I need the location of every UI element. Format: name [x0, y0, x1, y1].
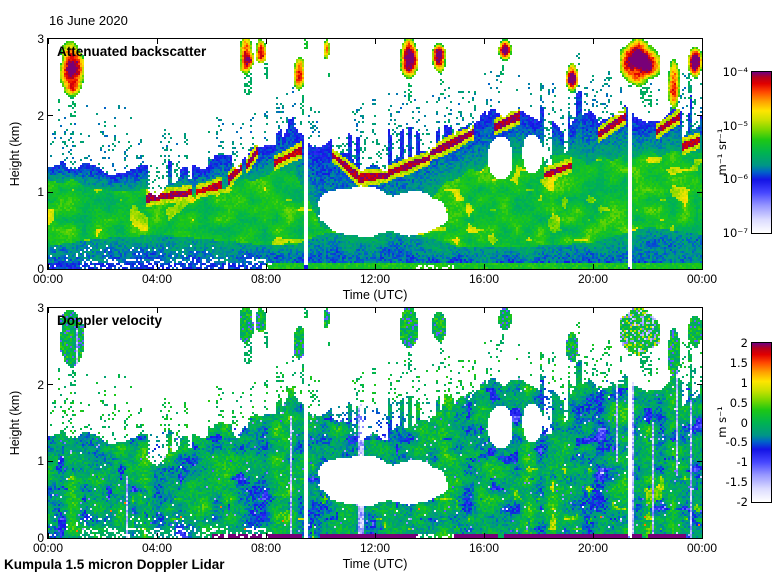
colorbar-tick-label: -1 [736, 455, 748, 470]
colorbar-tick-label: 10⁻⁶ [722, 172, 748, 187]
x-tick-label: 00:00 [686, 272, 718, 286]
colorbar-tick-label: 2 [740, 336, 748, 350]
x-axis-tick [156, 308, 158, 313]
colorbar-tick-label: 10⁻⁴ [722, 65, 748, 79]
x-axis-tick [592, 264, 594, 269]
x-axis-tick [483, 533, 485, 538]
x-axis-tick [374, 308, 376, 313]
x-axis-tick [701, 308, 703, 313]
y-tick-label: 2 [37, 377, 44, 392]
x-tick-label: 12:00 [359, 272, 391, 286]
y-axis-tick [48, 384, 53, 386]
x-axis-tick [156, 533, 158, 538]
x-axis-tick [701, 39, 703, 44]
velocity-panel: Doppler velocity [47, 307, 703, 539]
date-label: 16 June 2020 [49, 13, 128, 28]
colorbar-tick-label: 0 [740, 415, 748, 430]
x-tick-label: 12:00 [359, 541, 391, 555]
x-tick-label: 00:00 [32, 272, 64, 286]
colorbar-tick-label: -2 [736, 495, 748, 509]
backscatter-panel: Attenuated backscatter [47, 38, 703, 270]
y-tick-label: 3 [37, 32, 44, 46]
time-axis-label-top: Time (UTC) [342, 288, 408, 302]
y-axis-tick [697, 384, 702, 386]
x-axis-tick [47, 308, 49, 313]
y-tick-label: 3 [37, 301, 44, 315]
x-axis-tick [374, 533, 376, 538]
backscatter-panel-title: Attenuated backscatter [57, 44, 207, 59]
y-axis-tick [48, 115, 53, 117]
y-axis-tick [48, 460, 53, 462]
x-axis-tick [592, 39, 594, 44]
y-axis-tick [697, 460, 702, 462]
colorbar-tick-label: 10⁻⁵ [722, 118, 748, 133]
velocity-colorbar-gradient [752, 343, 771, 502]
colorbar-tick-label: 1.5 [729, 355, 748, 370]
x-tick-label: 04:00 [141, 272, 173, 286]
x-axis-tick [483, 39, 485, 44]
footer-instrument-label: Kumpula 1.5 micron Doppler Lidar [4, 557, 225, 572]
y-tick-label: 0 [37, 531, 44, 545]
y-axis-tick [697, 115, 702, 117]
colorbar-tick-label: 0.5 [729, 395, 748, 410]
x-axis-tick [156, 39, 158, 44]
x-tick-label: 00:00 [686, 541, 718, 555]
x-axis-tick [483, 308, 485, 313]
y-axis-tick [48, 191, 53, 193]
y-tick-label: 1 [37, 185, 44, 200]
x-axis-tick [374, 264, 376, 269]
colorbar-tick-label: -1.5 [725, 475, 748, 490]
x-tick-label: 08:00 [250, 272, 282, 286]
x-tick-label: 08:00 [250, 541, 282, 555]
y-axis-tick [697, 191, 702, 193]
x-axis-tick [265, 264, 267, 269]
x-tick-label: 16:00 [468, 541, 500, 555]
x-tick-label: 04:00 [141, 541, 173, 555]
x-tick-label: 20:00 [577, 541, 609, 555]
time-axis-label-bottom: Time (UTC) [342, 557, 408, 571]
x-tick-label: 20:00 [577, 272, 609, 286]
x-axis-tick [374, 39, 376, 44]
colorbar-tick-label: 1 [740, 375, 748, 390]
x-axis-tick [265, 39, 267, 44]
backscatter-colorbar-unit: m⁻¹ sr⁻¹ [715, 128, 729, 176]
y-tick-label: 2 [37, 108, 44, 123]
x-axis-tick [265, 533, 267, 538]
x-axis-tick [156, 264, 158, 269]
x-axis-tick [265, 308, 267, 313]
colorbar-tick-label: -0.5 [725, 435, 748, 450]
x-tick-label: 00:00 [32, 541, 64, 555]
velocity-panel-title: Doppler velocity [57, 313, 163, 328]
x-axis-tick [701, 264, 703, 269]
x-axis-tick [47, 533, 49, 538]
x-axis-tick [47, 264, 49, 269]
velocity-colorbar [751, 342, 772, 503]
y-tick-label: 0 [37, 262, 44, 276]
y-tick-label: 1 [37, 454, 44, 469]
x-axis-tick [592, 533, 594, 538]
backscatter-colorbar [751, 71, 772, 234]
x-axis-tick [701, 533, 703, 538]
backscatter-heatmap [48, 39, 702, 269]
x-tick-label: 16:00 [468, 272, 500, 286]
x-axis-tick [483, 264, 485, 269]
velocity-heatmap [48, 308, 702, 538]
backscatter-colorbar-gradient [752, 72, 771, 233]
colorbar-tick-label: 10⁻⁷ [722, 226, 748, 240]
x-axis-tick [592, 308, 594, 313]
x-axis-tick [47, 39, 49, 44]
